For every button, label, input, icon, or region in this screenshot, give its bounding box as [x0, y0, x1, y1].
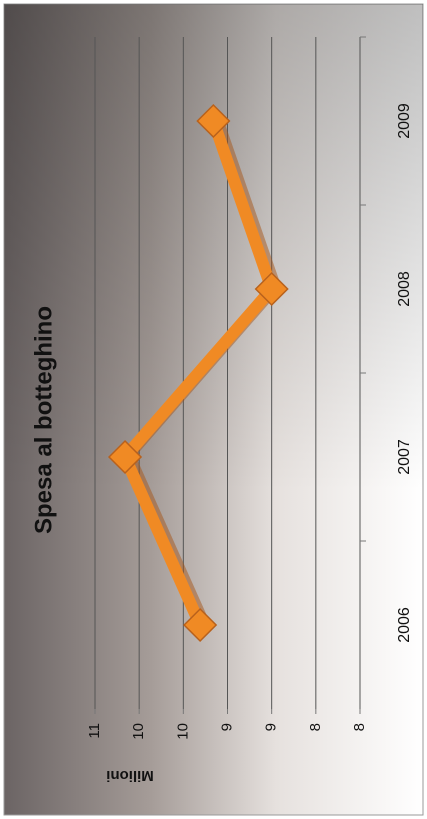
x-tick-label: 2009: [396, 103, 413, 139]
x-tick-label: 2006: [396, 607, 413, 643]
x-tick-label: 2007: [396, 439, 413, 475]
x-tick-label: 2008: [396, 271, 413, 307]
marker: [254, 271, 289, 307]
y-tick-label: 8: [351, 723, 368, 731]
chart-title: Spesa al botteghino: [30, 306, 57, 534]
y-tick-label: 9: [263, 723, 280, 731]
marker: [196, 103, 231, 139]
y-axis-label: Milioni: [106, 767, 154, 784]
marker: [107, 439, 143, 475]
rotated-plot: Spesa al botteghino Milioni 8 8 9 9 10 10 11 20…: [30, 36, 413, 784]
y-tick-label: 10: [174, 723, 191, 740]
y-tick-label: 10: [130, 723, 147, 740]
series-line: [117, 119, 279, 628]
marker: [183, 607, 218, 643]
y-tick-label: 9: [218, 723, 235, 731]
y-tick-label: 11: [86, 723, 103, 739]
y-tick-label: 8: [307, 723, 324, 731]
